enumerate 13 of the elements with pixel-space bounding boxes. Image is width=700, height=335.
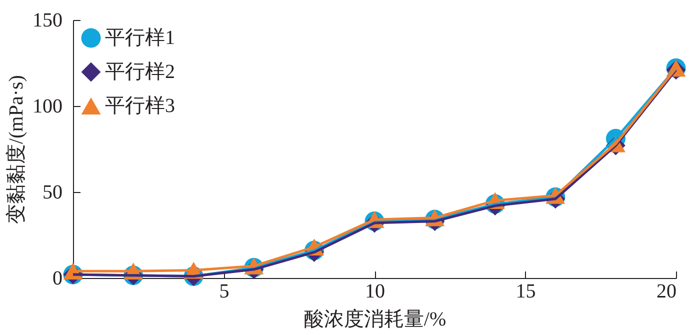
x-tick-label: 20 [656,280,676,302]
x-tick-label: 15 [516,280,536,302]
y-tick-label: 100 [32,96,62,118]
x-tick-label: 5 [219,280,230,302]
y-tick-label: 0 [52,268,62,290]
y-tick-label: 150 [32,10,62,32]
legend-label: 平行样1 [105,27,175,49]
x-tick-label: 10 [365,280,385,302]
legend-label: 平行样3 [105,95,175,117]
y-axis-title: 变黏黏度/(mPa·s) [6,75,28,224]
x-axis-title: 酸浓度消耗量/% [304,308,446,330]
legend-label: 平行样2 [105,61,175,83]
y-tick-label: 50 [42,182,62,204]
